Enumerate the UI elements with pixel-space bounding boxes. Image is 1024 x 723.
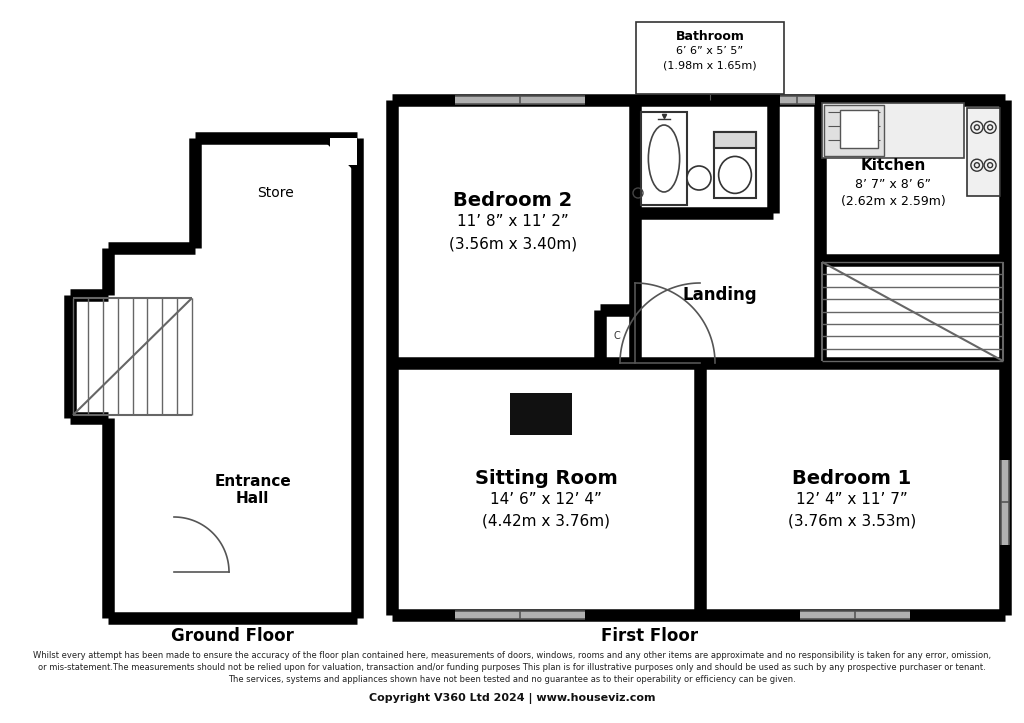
Bar bbox=[800, 611, 910, 619]
Text: 11’ 8” x 11’ 2”: 11’ 8” x 11’ 2” bbox=[457, 215, 569, 229]
Text: Landing: Landing bbox=[683, 286, 758, 304]
Bar bbox=[824, 105, 884, 156]
Text: (3.56m x 3.40m): (3.56m x 3.40m) bbox=[449, 236, 578, 252]
Text: (2.62m x 2.59m): (2.62m x 2.59m) bbox=[841, 195, 945, 208]
Text: (4.42m x 3.76m): (4.42m x 3.76m) bbox=[482, 513, 610, 529]
Text: First Floor: First Floor bbox=[601, 627, 698, 645]
Bar bbox=[330, 138, 357, 165]
Text: (3.76m x 3.53m): (3.76m x 3.53m) bbox=[787, 513, 916, 529]
Text: The services, systems and appliances shown have not been tested and no guarantee: The services, systems and appliances sho… bbox=[228, 675, 796, 684]
Text: Store: Store bbox=[258, 186, 294, 200]
Text: 14’ 6” x 12’ 4”: 14’ 6” x 12’ 4” bbox=[490, 492, 602, 507]
Text: Kitchen: Kitchen bbox=[860, 158, 926, 173]
Text: 6’ 6” x 5’ 5”: 6’ 6” x 5’ 5” bbox=[677, 46, 743, 56]
Bar bbox=[822, 103, 964, 158]
Text: Copyright V360 Ltd 2024 | www.houseviz.com: Copyright V360 Ltd 2024 | www.houseviz.c… bbox=[369, 693, 655, 703]
Bar bbox=[840, 110, 878, 148]
Bar bbox=[822, 103, 964, 158]
Bar bbox=[510, 393, 572, 435]
Text: Sitting Room: Sitting Room bbox=[475, 469, 617, 487]
Text: Whilst every attempt has been made to ensure the accuracy of the floor plan cont: Whilst every attempt has been made to en… bbox=[33, 651, 991, 660]
Text: or mis-statement.The measurements should not be relied upon for valuation, trans: or mis-statement.The measurements should… bbox=[38, 663, 986, 672]
Bar bbox=[840, 110, 878, 148]
Bar bbox=[70, 295, 195, 418]
Bar bbox=[824, 105, 884, 156]
Bar bbox=[967, 108, 1000, 196]
Bar bbox=[392, 100, 1005, 615]
Text: Bedroom 1: Bedroom 1 bbox=[793, 469, 911, 487]
Bar bbox=[108, 248, 357, 618]
Text: Entrance
Hall: Entrance Hall bbox=[214, 474, 291, 506]
Bar bbox=[714, 132, 756, 148]
Circle shape bbox=[687, 166, 711, 190]
Bar bbox=[641, 112, 687, 205]
Bar bbox=[636, 22, 784, 94]
Text: 12’ 4” x 11’ 7”: 12’ 4” x 11’ 7” bbox=[796, 492, 908, 507]
Text: Bedroom 2: Bedroom 2 bbox=[454, 190, 572, 210]
Bar bbox=[455, 96, 585, 104]
Bar bbox=[967, 108, 1000, 196]
Text: C: C bbox=[613, 331, 621, 341]
Text: 8’ 7” x 8’ 6”: 8’ 7” x 8’ 6” bbox=[855, 178, 931, 190]
Bar bbox=[641, 112, 687, 205]
Bar bbox=[455, 611, 585, 619]
Bar bbox=[714, 132, 756, 198]
Bar bbox=[780, 96, 815, 104]
Text: Ground Floor: Ground Floor bbox=[171, 627, 294, 645]
Bar bbox=[714, 132, 756, 198]
Bar bbox=[195, 138, 357, 248]
Text: Bathroom: Bathroom bbox=[676, 30, 744, 43]
Ellipse shape bbox=[719, 156, 752, 193]
Text: (1.98m x 1.65m): (1.98m x 1.65m) bbox=[664, 61, 757, 71]
Bar bbox=[1001, 460, 1009, 545]
